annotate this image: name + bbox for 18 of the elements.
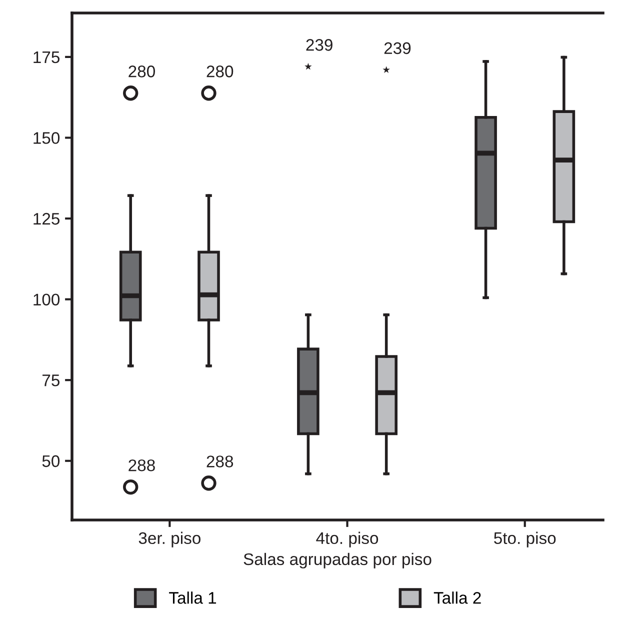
y-tick-label: 75 (42, 374, 60, 386)
annotation: 288 (128, 459, 155, 472)
y-tick-label: 175 (34, 52, 60, 64)
y-tick-label: 125 (34, 212, 60, 225)
x-axis-title: Salas agrupadas por piso (244, 552, 432, 568)
annotation: 239 (306, 39, 332, 51)
y-tick-label: 50 (42, 455, 60, 468)
legend-label: Talla 1 (169, 592, 216, 604)
x-tick-label: 3er. piso (138, 532, 200, 548)
y-tick-label: 150 (34, 132, 60, 144)
annotation: 239 (384, 42, 411, 54)
y-tick-label: 100 (34, 294, 60, 306)
annotation: 280 (206, 66, 234, 78)
legend-label: Talla 2 (434, 592, 481, 604)
x-tick-label: 5to. piso (494, 532, 556, 548)
annotation: 280 (128, 66, 155, 78)
annotation: 288 (206, 456, 234, 468)
x-tick-label: 4to. piso (316, 532, 378, 548)
